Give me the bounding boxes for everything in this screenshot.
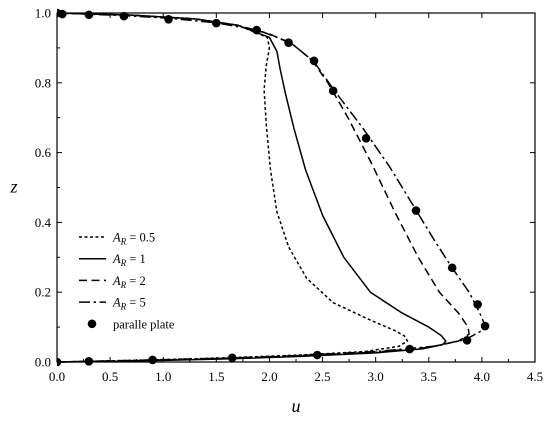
series-line-1: [57, 12, 447, 363]
y-tick-label: 0.8: [35, 75, 51, 90]
marker-point: [473, 300, 482, 309]
marker-point: [462, 336, 472, 345]
legend-label: AR = 5: [112, 296, 146, 312]
legend-entry: AR = 0.5: [79, 231, 155, 247]
x-tick-label: 2.5: [314, 369, 330, 384]
series-line-2: [57, 12, 470, 363]
x-tick-label: 4.5: [527, 369, 543, 384]
legend: AR = 0.5 AR = 1 AR = 2 AR = 5 paralle plate: [79, 231, 175, 331]
marker-point: [164, 14, 173, 24]
marker-point: [309, 56, 319, 66]
marker-point: [411, 206, 421, 215]
series-group: [57, 8, 490, 367]
marker-point: [284, 38, 293, 47]
marker-point: [405, 344, 414, 354]
legend-label: AR = 2: [112, 274, 146, 290]
legend-label: AR = 0.5: [112, 231, 155, 247]
axes: 0.0 0.5 1.0 1.5 2.0 2.5 3.0 3.5 4.0 4.5 0.0 0.2 0.4 0…: [35, 6, 543, 385]
legend-label: paralle plate: [113, 317, 175, 331]
marker-point: [361, 133, 371, 143]
marker-point: [227, 353, 237, 363]
x-tick-label: 0.5: [102, 369, 118, 384]
legend-entry: AR = 1: [79, 252, 146, 268]
plot-frame: [56, 12, 536, 363]
x-tick-label: 1.5: [208, 369, 224, 384]
y-tick-label: 0.0: [35, 355, 51, 370]
plot-area: [57, 8, 490, 367]
legend-entry: AR = 5: [79, 296, 146, 312]
x-axis-title: u: [292, 396, 301, 416]
x-tick-label: 3.0: [368, 369, 384, 384]
legend-label: AR = 1: [112, 252, 146, 268]
marker-point: [312, 350, 322, 360]
marker-point: [328, 86, 338, 96]
marker-point: [212, 18, 221, 28]
y-axis-title: z: [9, 177, 17, 197]
marker-point: [480, 321, 490, 331]
marker-point: [119, 11, 129, 21]
marker-point: [84, 10, 94, 20]
series-line-0: [57, 12, 409, 363]
legend-entry: AR = 2: [79, 274, 146, 290]
marker-point: [148, 355, 157, 365]
marker-point: [84, 357, 94, 366]
x-tick-label: 0.0: [49, 369, 65, 384]
y-tick-label: 0.4: [35, 215, 52, 230]
x-tick-label: 2.0: [261, 369, 277, 384]
y-tick-label: 0.6: [35, 145, 52, 160]
legend-entry: paralle plate: [87, 317, 175, 331]
x-tick-label: 4.0: [474, 369, 490, 384]
y-tick-label: 1.0: [35, 6, 51, 21]
marker-point: [252, 25, 261, 35]
marker-point: [447, 263, 457, 273]
legend-marker: [87, 319, 97, 329]
y-tick-label: 0.2: [35, 285, 51, 300]
marker-point: [58, 9, 67, 19]
x-tick-label: 1.0: [155, 369, 171, 384]
x-tick-label: 3.5: [421, 369, 437, 384]
